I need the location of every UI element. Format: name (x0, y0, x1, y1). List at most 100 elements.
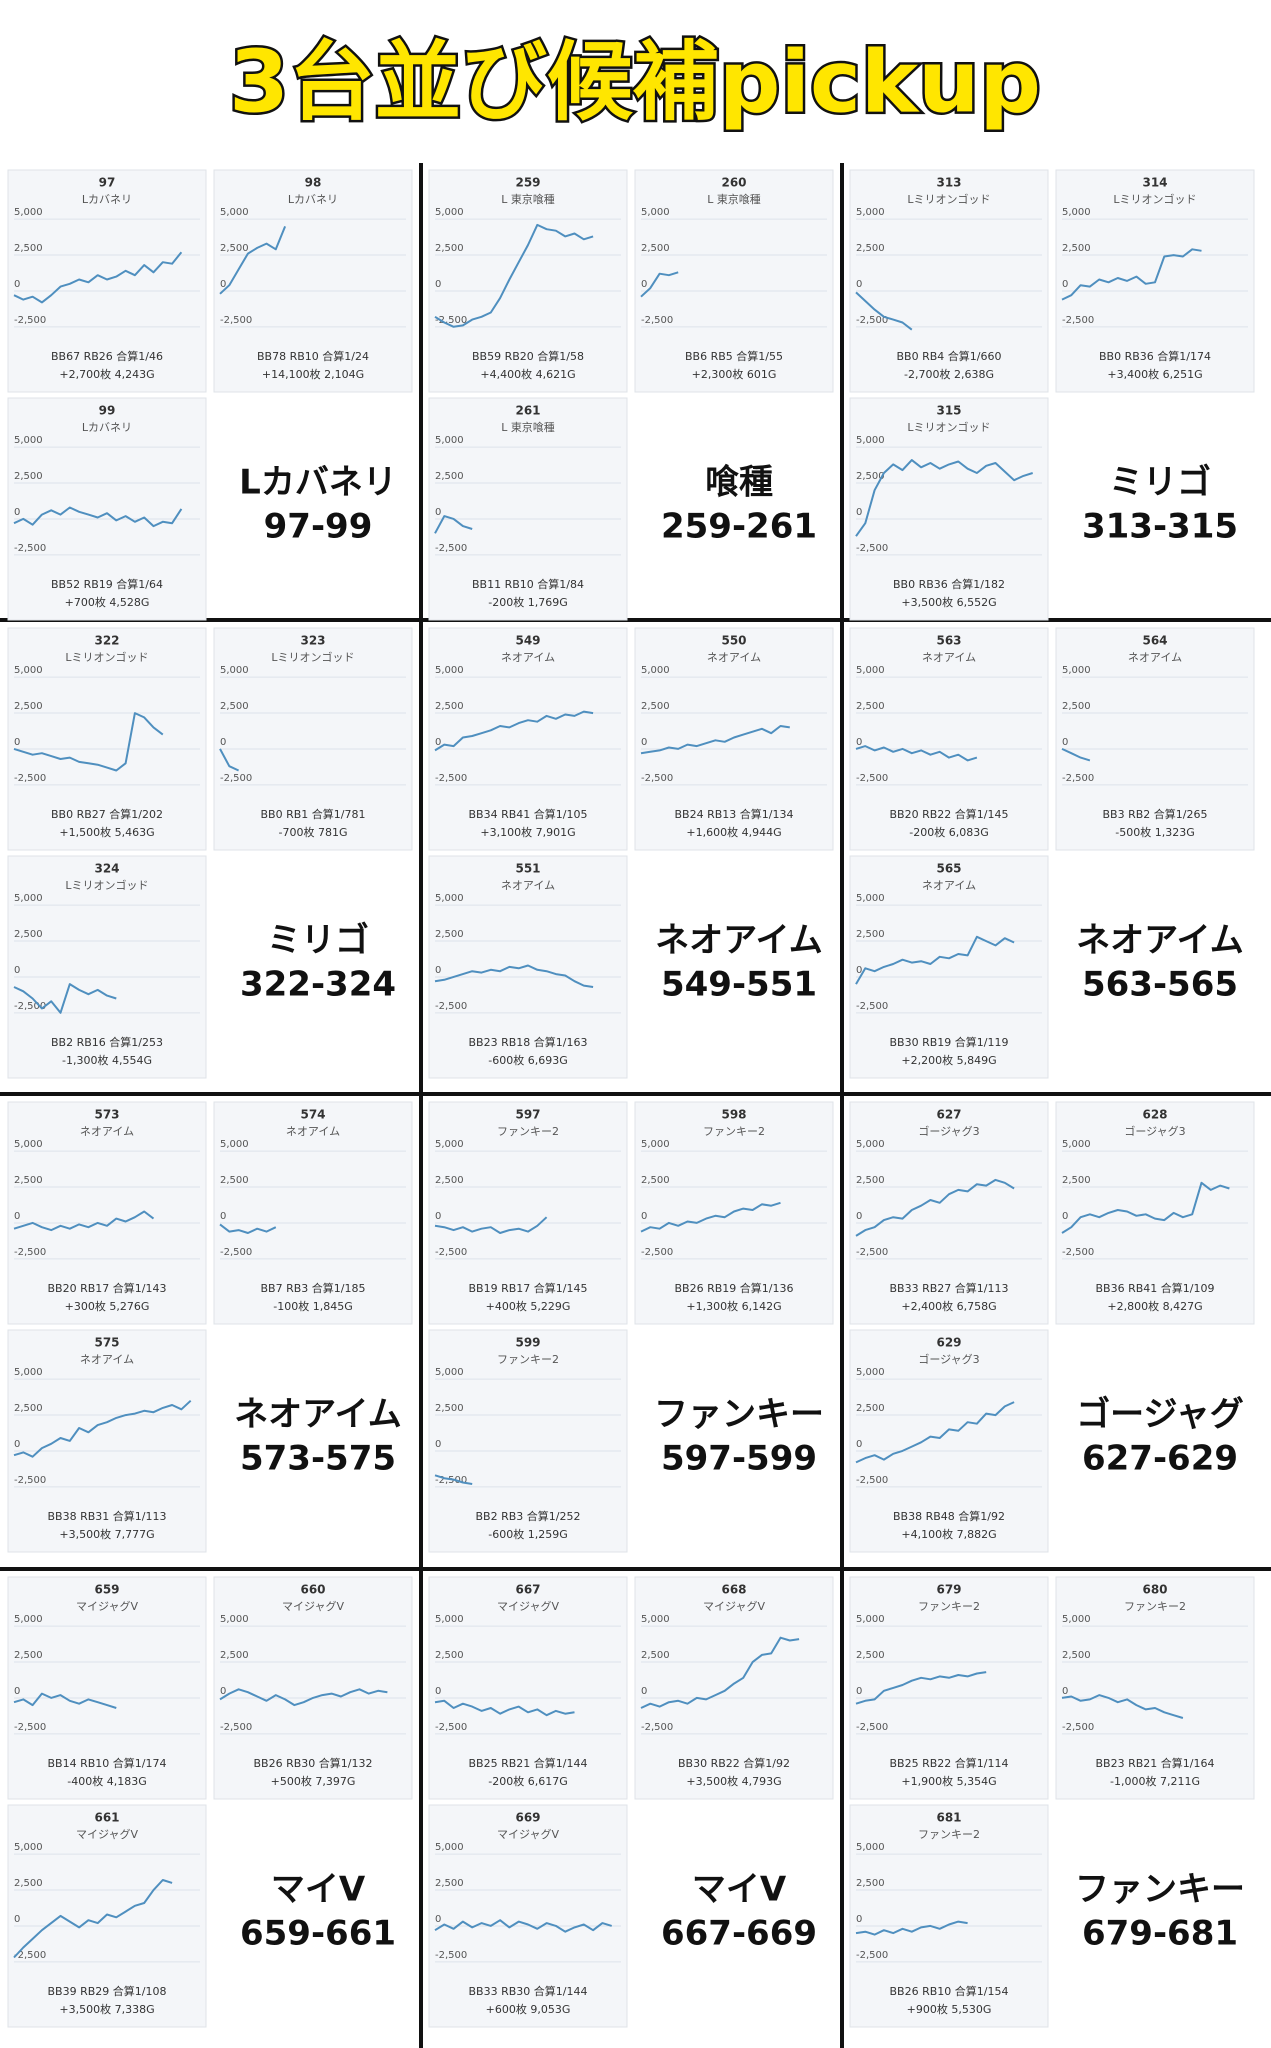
y-tick-label: 2,500 (1062, 1650, 1091, 1661)
machine-number: 99 (99, 404, 116, 418)
machine-card: 629 ゴージャグ3 5,000 2,500 0 -2,500 BB38 RB48 合算1/… (849, 1329, 1049, 1553)
machine-group: ネオアイム549-551549ネオアイム5,0002,5000-2,500BB3… (428, 627, 834, 1079)
machine-card: 668 マイジャグV 5,000 2,500 0 -2,500 BB30 RB22 合算1/… (634, 1576, 834, 1800)
machine-result: +1,500枚 5,463G (59, 825, 154, 839)
y-tick-label: 0 (856, 965, 862, 976)
group-label: マイV (692, 1870, 787, 1910)
y-tick-label: 2,500 (856, 1878, 885, 1889)
machine-card: 550 ネオアイム 5,000 2,500 0 -2,500 BB24 RB13 合算1/1… (634, 627, 834, 851)
y-tick-label: 5,000 (435, 207, 464, 218)
group-label: ゴージャグ (1076, 1395, 1244, 1435)
y-tick-label: -2,500 (435, 773, 467, 784)
machine-card: 563 ネオアイム 5,000 2,500 0 -2,500 BB20 RB22 合算1/1… (849, 627, 1049, 851)
group-label: ファンキー (654, 1395, 824, 1435)
y-tick-label: 0 (856, 279, 862, 290)
y-tick-label: 5,000 (14, 665, 43, 676)
machine-name: L 東京喰種 (501, 192, 555, 206)
machine-result: +3,500枚 7,338G (59, 2002, 154, 2016)
y-tick-label: 5,000 (856, 1842, 885, 1853)
y-tick-label: 0 (14, 507, 20, 518)
y-tick-label: 0 (1062, 1211, 1068, 1222)
y-tick-label: 5,000 (1062, 1614, 1091, 1625)
machine-number: 322 (94, 634, 119, 648)
y-tick-label: 0 (14, 279, 20, 290)
machine-name: ファンキー2 (1124, 1600, 1186, 1613)
machine-number: 260 (721, 176, 746, 190)
machine-number: 549 (515, 634, 540, 648)
y-tick-label: 2,500 (856, 701, 885, 712)
y-tick-label: 2,500 (856, 929, 885, 940)
machine-name: マイジャグV (497, 1599, 559, 1613)
y-tick-label: 0 (220, 1211, 226, 1222)
y-tick-label: 2,500 (435, 243, 464, 254)
y-tick-label: -2,500 (220, 1722, 252, 1733)
y-tick-label: -2,500 (856, 1247, 888, 1258)
machine-result: -2,700枚 2,638G (904, 367, 994, 381)
card-background (428, 1804, 628, 2028)
machine-stats: BB23 RB18 合算1/163 (469, 1035, 588, 1049)
machine-card: 549 ネオアイム 5,000 2,500 0 -2,500 BB34 RB41 合算1/1… (428, 627, 628, 851)
machine-number: 598 (721, 1108, 746, 1122)
y-tick-label: -2,500 (14, 1475, 46, 1486)
machine-stats: BB33 RB27 合算1/113 (890, 1281, 1009, 1295)
y-tick-label: -2,500 (14, 773, 46, 784)
y-tick-label: 5,000 (14, 893, 43, 904)
page-title: 3台並び候補pickup (229, 32, 1041, 132)
machine-result: +3,400枚 6,251G (1107, 367, 1202, 381)
y-tick-label: 5,000 (220, 1139, 249, 1150)
card-background (428, 855, 628, 1079)
machine-card: 551 ネオアイム 5,000 2,500 0 -2,500 BB23 RB18 合算1/1… (428, 855, 628, 1079)
y-tick-label: -2,500 (14, 1950, 46, 1961)
machine-result: -200枚 6,617G (488, 1774, 567, 1788)
card-background (7, 1101, 207, 1325)
machine-card: 315 Lミリオンゴッド 5,000 2,500 0 -2,500 BB0 RB36 合算1… (849, 397, 1049, 621)
card-background (7, 397, 207, 621)
group-range: 313-315 (1082, 507, 1238, 547)
y-tick-label: 0 (856, 1211, 862, 1222)
machine-result: +1,900枚 5,354G (901, 1774, 996, 1788)
line (219, 1688, 388, 1707)
y-tick-label: 0 (14, 1686, 20, 1697)
y-tick-label: 0 (435, 1211, 441, 1222)
machine-name: マイジャグV (497, 1827, 559, 1841)
machine-result: +500枚 7,397G (271, 1774, 356, 1788)
group-label: ファンキー (1075, 1870, 1245, 1910)
group-label: ネオアイム (234, 1395, 402, 1435)
y-tick-label: 0 (220, 737, 226, 748)
y-tick-label: -2,500 (1062, 315, 1094, 326)
y-tick-label: 2,500 (14, 471, 43, 482)
machine-result: -200枚 6,083G (909, 825, 988, 839)
machine-card: 597 ファンキー2 5,000 2,500 0 -2,500 BB19 RB17 合算1/… (428, 1101, 628, 1325)
line (855, 745, 978, 762)
line (855, 1920, 968, 1936)
machine-card: 573 ネオアイム 5,000 2,500 0 -2,500 BB20 RB17 合算1/1… (7, 1101, 207, 1325)
group-label: マイV (271, 1870, 366, 1910)
machine-stats: BB33 RB30 合算1/144 (469, 1984, 588, 1998)
line (434, 515, 473, 534)
machine-stats: BB26 RB30 合算1/132 (254, 1756, 373, 1770)
y-tick-label: 5,000 (856, 1367, 885, 1378)
machine-name: Lミリオンゴッド (271, 650, 354, 664)
group-label: ミリゴ (1109, 463, 1211, 503)
y-tick-label: 0 (856, 737, 862, 748)
y-tick-label: -2,500 (435, 1475, 467, 1486)
card-background (213, 169, 413, 393)
card-background (428, 397, 628, 621)
machine-result: +3,100枚 7,901G (480, 825, 575, 839)
y-tick-label: 0 (435, 1439, 441, 1450)
y-tick-label: 2,500 (1062, 243, 1091, 254)
y-tick-label: 5,000 (220, 1614, 249, 1625)
machine-result: +400枚 5,229G (486, 1299, 571, 1313)
y-tick-label: -2,500 (1062, 773, 1094, 784)
machine-number: 314 (1142, 176, 1167, 190)
machine-card: 97 Lカバネリ 5,000 2,500 0 -2,500 BB67 RB26 合算1/46… (7, 169, 207, 393)
machine-name: ファンキー2 (497, 1125, 559, 1138)
y-tick-label: 2,500 (220, 1650, 249, 1661)
y-tick-label: 5,000 (435, 435, 464, 446)
group-range: 627-629 (1082, 1439, 1238, 1479)
machine-group: ネオアイム573-575573ネオアイム5,0002,5000-2,500BB2… (7, 1101, 413, 1553)
machine-result: +900枚 5,530G (907, 2002, 992, 2016)
